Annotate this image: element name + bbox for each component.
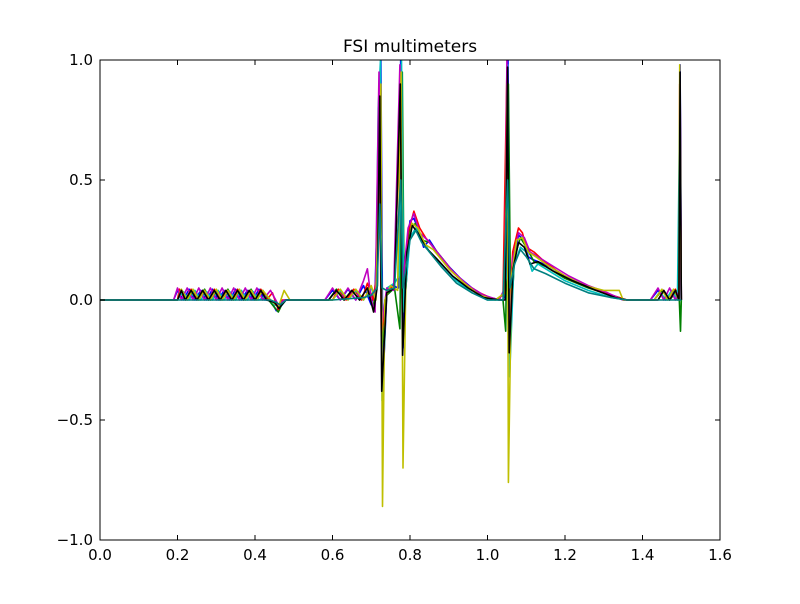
y-tick-label: 1.0 xyxy=(69,51,93,69)
y-tick-label: 0.0 xyxy=(69,291,93,309)
x-tick-label: 0.0 xyxy=(88,546,112,564)
y-tick-label: 0.5 xyxy=(69,171,93,189)
x-tick-label: 0.8 xyxy=(398,546,422,564)
y-tick-label: −0.5 xyxy=(57,411,93,429)
y-tick-label: −1.0 xyxy=(57,531,93,549)
x-tick-label: 1.0 xyxy=(476,546,500,564)
x-tick-label: 0.6 xyxy=(321,546,345,564)
x-tick-label: 1.2 xyxy=(553,546,577,564)
series-line-7 xyxy=(100,66,683,393)
series-line-8 xyxy=(100,179,682,306)
x-tick-label: 0.4 xyxy=(243,546,267,564)
series-line-4 xyxy=(100,60,683,402)
tick-layer: 0.0 0.2 0.4 0.6 0.8 1.0 1.2 1.4 1.6 1.0 0.5 0.0 −0.5… xyxy=(57,51,732,564)
x-tick-label: 0.2 xyxy=(166,546,190,564)
chart-title: FSI multimeters xyxy=(343,37,477,57)
x-tick-label: 1.4 xyxy=(631,546,655,564)
x-tick-label: 1.6 xyxy=(708,546,732,564)
series-layer xyxy=(100,60,683,508)
